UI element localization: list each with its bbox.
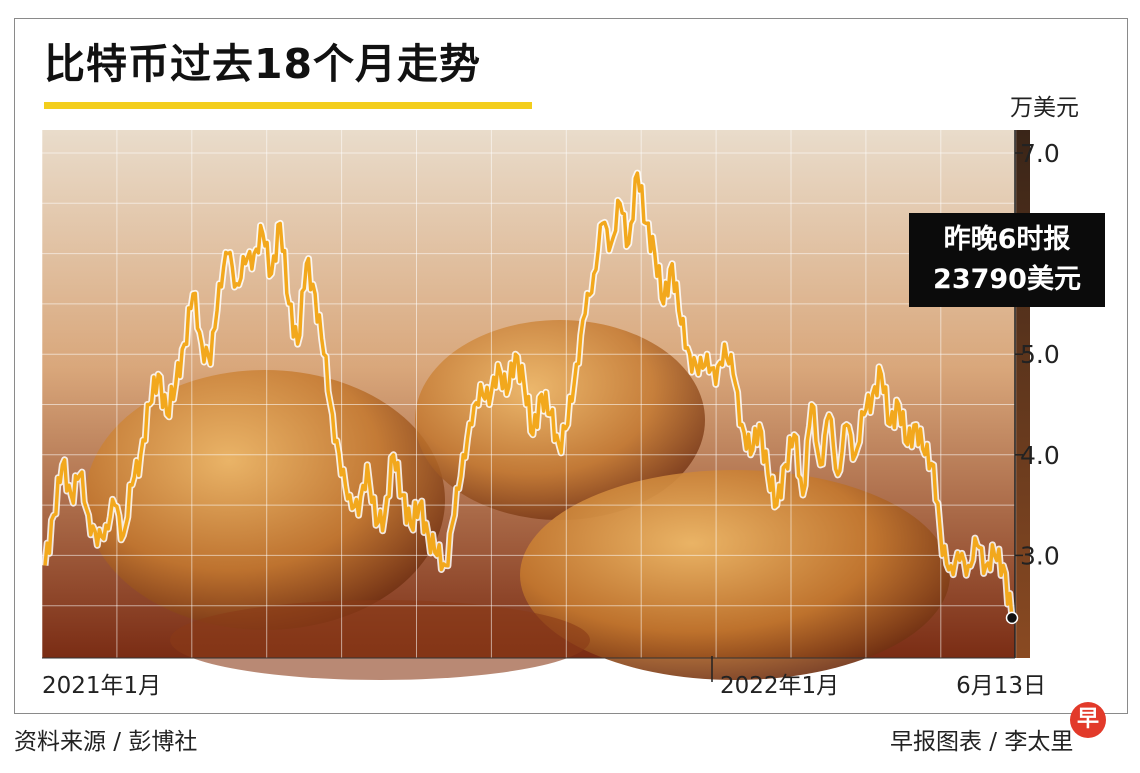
data-source: 资料来源 / 彭博社 bbox=[14, 729, 198, 755]
chart-title: 比特币过去18个月走势 bbox=[44, 40, 482, 88]
coin-image bbox=[520, 470, 950, 680]
price-line bbox=[43, 171, 1014, 618]
x-tick-label: 2022年1月 bbox=[720, 673, 839, 699]
y-tick-label: 7.0 bbox=[1020, 139, 1060, 168]
y-tick-labels: 3.0 4.0 5.0 7.0 bbox=[1020, 139, 1060, 570]
latest-price-callout: 昨晚6时报 23790美元 bbox=[909, 213, 1105, 307]
callout-time: 昨晚6时报 bbox=[943, 224, 1071, 255]
title-underline bbox=[44, 102, 532, 109]
y-tick-label: 5.0 bbox=[1020, 340, 1060, 369]
coin-image bbox=[170, 600, 590, 680]
x-tick-label: 2021年1月 bbox=[42, 673, 161, 699]
callout-price: 23790美元 bbox=[933, 264, 1081, 295]
plot-background bbox=[42, 130, 1030, 680]
y-tick-label: 4.0 bbox=[1020, 441, 1060, 470]
coin-image bbox=[85, 370, 445, 630]
last-price-point bbox=[1005, 611, 1019, 625]
x-tick-label: 6月13日 bbox=[956, 673, 1046, 699]
y-unit-label: 万美元 bbox=[1010, 95, 1079, 121]
x-tick-labels: 2021年1月 2022年1月 6月13日 bbox=[42, 673, 1046, 699]
y-tick-label: 3.0 bbox=[1020, 541, 1060, 570]
zaobao-logo: 早 bbox=[1070, 702, 1106, 738]
coin-image bbox=[415, 320, 705, 520]
chart-credit: 早报图表 / 李太里 bbox=[890, 729, 1074, 755]
price-series bbox=[41, 169, 1019, 625]
